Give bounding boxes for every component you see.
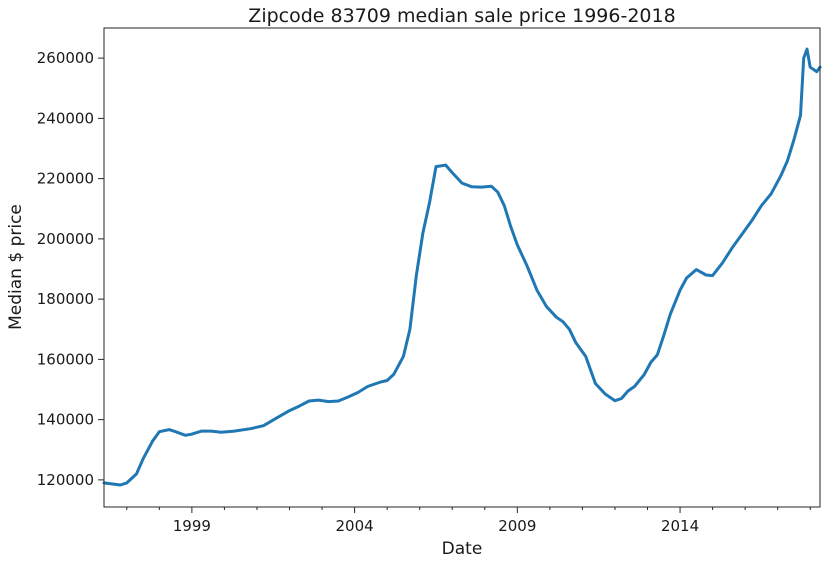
x-tick-label: 2009 bbox=[498, 517, 536, 535]
y-tick-label: 140000 bbox=[37, 411, 94, 429]
x-tick-label: 2004 bbox=[336, 517, 374, 535]
y-tick-label: 180000 bbox=[37, 290, 94, 308]
plot-area bbox=[103, 27, 821, 508]
series-line bbox=[102, 47, 822, 487]
y-axis-ticks: 120000 140000 160000 180000 200000 220000 2400… bbox=[37, 49, 104, 489]
x-axis-label: Date bbox=[442, 539, 483, 559]
x-tick-label: 1999 bbox=[173, 517, 211, 535]
y-tick-label: 200000 bbox=[37, 230, 94, 248]
y-tick-label: 160000 bbox=[37, 350, 94, 368]
y-tick-label: 240000 bbox=[37, 109, 94, 127]
y-tick-label: 220000 bbox=[37, 170, 94, 188]
y-tick-label: 120000 bbox=[37, 471, 94, 489]
chart-title: Zipcode 83709 median sale price 1996-201… bbox=[248, 5, 675, 27]
x-tick-label: 2014 bbox=[661, 517, 699, 535]
y-axis-label: Median $ price bbox=[6, 204, 26, 330]
x-axis-ticks: 1999 2004 2009 2014 bbox=[126, 507, 811, 535]
y-tick-label: 260000 bbox=[37, 49, 94, 67]
